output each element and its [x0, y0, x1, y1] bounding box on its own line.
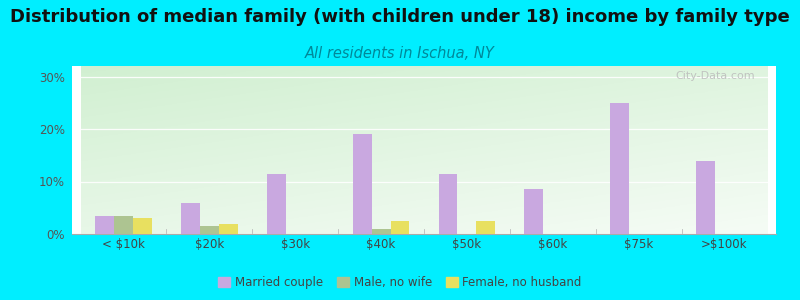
- Bar: [525, 189, 543, 234]
- Text: All residents in Ischua, NY: All residents in Ischua, NY: [305, 46, 495, 62]
- Bar: [219, 224, 238, 234]
- Text: City-Data.com: City-Data.com: [675, 71, 755, 81]
- Bar: [372, 229, 390, 234]
- Legend: Married couple, Male, no wife, Female, no husband: Married couple, Male, no wife, Female, n…: [214, 272, 586, 294]
- Bar: [200, 226, 219, 234]
- Bar: [181, 202, 200, 234]
- Bar: [696, 160, 715, 234]
- Bar: [610, 103, 629, 234]
- Bar: [438, 174, 458, 234]
- Bar: [95, 216, 114, 234]
- Bar: [267, 174, 286, 234]
- Bar: [114, 216, 133, 234]
- Text: Distribution of median family (with children under 18) income by family type: Distribution of median family (with chil…: [10, 8, 790, 26]
- Bar: [390, 221, 410, 234]
- Bar: [353, 134, 372, 234]
- Bar: [133, 218, 152, 234]
- Bar: [476, 221, 495, 234]
